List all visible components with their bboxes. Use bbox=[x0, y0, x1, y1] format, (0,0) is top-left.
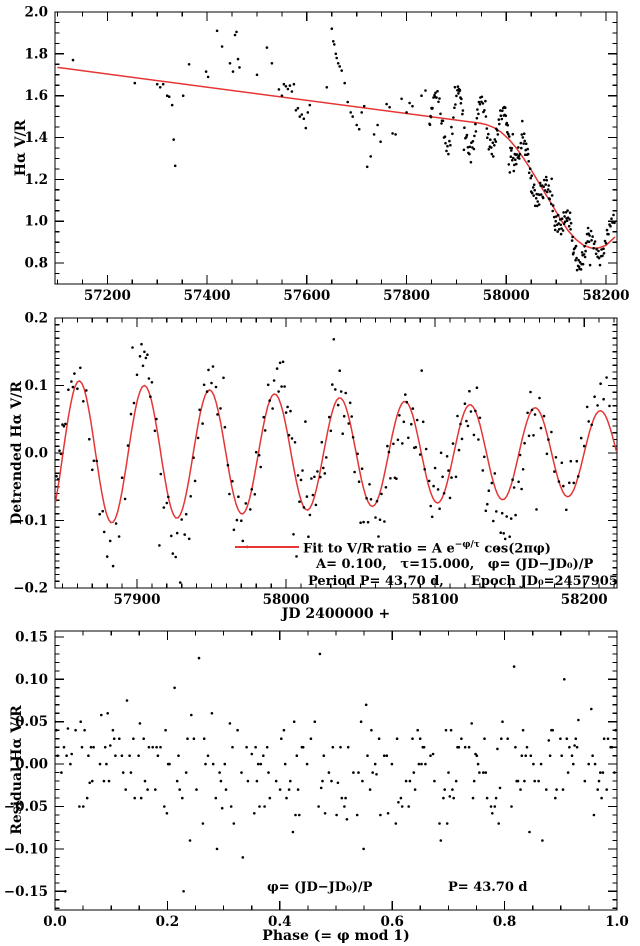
svg-text:−0.10: −0.10 bbox=[4, 841, 48, 857]
fit-equation-suffix: cos(2πφ) bbox=[479, 541, 551, 557]
bottom-axis-ticks bbox=[54, 631, 618, 910]
bottom-panel-y-axis-label: Residual Hα V/R bbox=[9, 705, 25, 835]
svg-text:0.8: 0.8 bbox=[493, 914, 517, 930]
svg-text:0.6: 0.6 bbox=[380, 914, 404, 930]
middle-axis-ticks bbox=[55, 317, 617, 589]
svg-text:0.4: 0.4 bbox=[268, 914, 292, 930]
svg-text:58100: 58100 bbox=[412, 592, 459, 608]
middle-panel-x-axis-label: JD 2400000 + bbox=[281, 606, 391, 622]
svg-text:58200: 58200 bbox=[561, 592, 608, 608]
svg-text:1.8: 1.8 bbox=[25, 46, 49, 62]
top-tick-labels: 57200 57400 57600 57800 58000 58200 0.8 1.0 1.2 1… bbox=[25, 5, 630, 305]
svg-text:−0.1: −0.1 bbox=[13, 513, 48, 529]
svg-text:0.0: 0.0 bbox=[43, 914, 67, 930]
svg-text:0.2: 0.2 bbox=[25, 311, 49, 327]
middle-red-fit-curve bbox=[55, 379, 617, 524]
svg-text:58000: 58000 bbox=[263, 592, 310, 608]
fit-equation-annotation: Fit to V/R ratio = A e−φ/τ cos(2πφ) bbox=[303, 540, 551, 556]
middle-tick-labels: 57900 58000 58100 58200 −0.2 −0.1 0.0 0.1 0.2 bbox=[13, 311, 608, 609]
svg-text:1.2: 1.2 bbox=[25, 172, 49, 188]
fit-period-epoch-annotation: Period P= 43.70 d, Epoch JD₀=2457905 bbox=[308, 574, 618, 589]
top-scatter-points bbox=[71, 27, 616, 272]
svg-text:0.8: 0.8 bbox=[25, 256, 49, 272]
svg-text:57400: 57400 bbox=[184, 288, 231, 304]
period-annotation: P= 43.70 d bbox=[448, 880, 528, 895]
bottom-panel-plot: 0.0 0.2 0.4 0.6 0.8 1.0 −0.15 −0.10 −0.05 0.00 0.0… bbox=[4, 630, 629, 930]
middle-panel-plot: 57900 58000 58100 58200 −0.2 −0.1 0.0 0.1 0.2 bbox=[13, 311, 618, 609]
bottom-panel-x-axis-label: Phase (= φ mod 1) bbox=[262, 928, 410, 944]
svg-text:0.00: 0.00 bbox=[15, 757, 48, 773]
phase-definition-annotation: φ= (JD−JD₀)/P bbox=[267, 880, 373, 895]
fit-equation-prefix: Fit to V/R ratio = A e bbox=[303, 541, 455, 557]
svg-text:−0.15: −0.15 bbox=[4, 884, 48, 900]
fit-equation-exponent: −φ/τ bbox=[454, 540, 480, 550]
svg-text:−0.2: −0.2 bbox=[13, 581, 48, 597]
top-panel-y-axis-label: Hα V/R bbox=[13, 119, 29, 177]
svg-text:57200: 57200 bbox=[84, 288, 131, 304]
svg-text:0.05: 0.05 bbox=[15, 714, 48, 730]
svg-text:0.1: 0.1 bbox=[25, 378, 49, 394]
bottom-tick-labels: 0.0 0.2 0.4 0.6 0.8 1.0 −0.15 −0.10 −0.05 0.00 0.0… bbox=[4, 630, 629, 930]
fit-parameters-annotation: A= 0.100, τ=15.000, φ= (JD−JD₀)/P bbox=[316, 557, 594, 572]
middle-scatter-points bbox=[55, 338, 611, 584]
top-axis-ticks bbox=[55, 11, 617, 285]
svg-text:57900: 57900 bbox=[114, 592, 161, 608]
svg-text:2.0: 2.0 bbox=[25, 5, 49, 21]
fit-legend-line-sample bbox=[235, 546, 299, 548]
svg-text:0.0: 0.0 bbox=[25, 446, 49, 462]
svg-text:0.2: 0.2 bbox=[156, 914, 180, 930]
svg-text:0.10: 0.10 bbox=[15, 672, 48, 688]
svg-text:1.6: 1.6 bbox=[25, 88, 49, 104]
svg-text:1.0: 1.0 bbox=[25, 214, 49, 230]
svg-text:57600: 57600 bbox=[283, 288, 330, 304]
top-red-fit-curve bbox=[57, 66, 616, 249]
svg-text:57800: 57800 bbox=[383, 288, 430, 304]
middle-panel-y-axis-label: Detrended Hα V/R bbox=[9, 381, 25, 525]
svg-text:1.0: 1.0 bbox=[605, 914, 629, 930]
bottom-scatter-points bbox=[55, 652, 617, 893]
svg-text:58000: 58000 bbox=[483, 288, 530, 304]
svg-text:1.4: 1.4 bbox=[25, 130, 49, 146]
bottom-frame bbox=[54, 630, 618, 911]
svg-text:−0.05: −0.05 bbox=[4, 799, 48, 815]
svg-text:0.15: 0.15 bbox=[15, 630, 48, 645]
top-panel-plot: 57200 57400 57600 57800 58000 58200 0.8 1.0 1.2 1… bbox=[25, 5, 630, 305]
svg-text:58200: 58200 bbox=[583, 288, 630, 304]
